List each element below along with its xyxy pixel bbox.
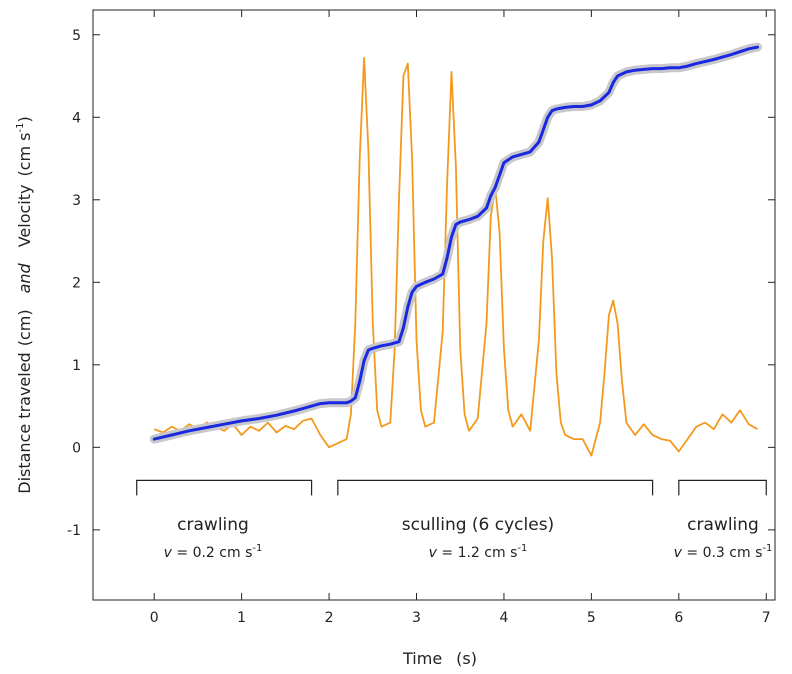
y-axis-title: Distance traveled(cm)andVelocity(cm s-1) — [15, 116, 34, 494]
series-line-distance — [152, 45, 759, 441]
x-tick-label: 0 — [150, 610, 159, 626]
x-tick-label: 4 — [499, 610, 508, 626]
x-tick-label: 7 — [762, 610, 771, 626]
annotation-velocity: v = 0.2 cm s-1 — [164, 543, 263, 561]
annotation-crawling-right: crawling v = 0.3 cm s-1 — [674, 515, 773, 561]
y-tick-label: 2 — [72, 275, 81, 291]
annotation-label: crawling — [687, 515, 759, 535]
series-line-velocity — [153, 57, 758, 457]
tick-group: 0 1 2 3 4 5 6 7 -1 0 1 2 3 4 5 — [67, 10, 775, 626]
y-tick-label: 1 — [72, 358, 81, 374]
annotation-bracket — [678, 479, 767, 496]
plot-frame — [92, 9, 776, 601]
x-axis-title: Time (s) — [402, 649, 477, 668]
y-tick-label: 5 — [72, 28, 81, 44]
series-halo-distance — [149, 42, 762, 444]
annotation-velocity: v = 1.2 cm s-1 — [429, 543, 528, 561]
bracket-group — [136, 479, 767, 496]
annotation-velocity: v = 0.3 cm s-1 — [674, 543, 773, 561]
y-tick-label: 3 — [72, 193, 81, 209]
annotation-label: crawling — [177, 515, 249, 535]
y-tick-label: 0 — [72, 440, 81, 456]
annotation-label: sculling (6 cycles) — [402, 515, 554, 535]
x-tick-label: 5 — [587, 610, 596, 626]
series-group — [149, 42, 762, 457]
annotation-bracket — [337, 479, 654, 496]
annotation-crawling-left: crawling v = 0.2 cm s-1 — [164, 515, 263, 561]
x-tick-label: 3 — [412, 610, 421, 626]
y-tick-label: 4 — [72, 110, 81, 126]
annotation-sculling: sculling (6 cycles) v = 1.2 cm s-1 — [402, 515, 554, 561]
y-tick-label: -1 — [67, 523, 81, 539]
x-tick-label: 2 — [325, 610, 334, 626]
x-tick-label: 6 — [674, 610, 683, 626]
x-tick-label: 1 — [237, 610, 246, 626]
annotation-bracket — [136, 479, 313, 496]
